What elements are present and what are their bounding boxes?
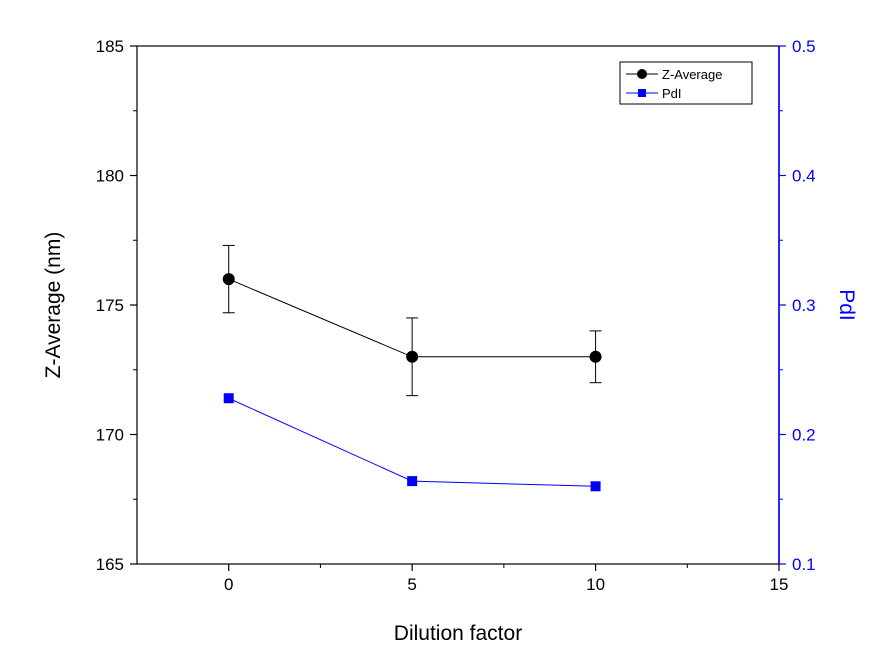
y2-tick-label: 0.2	[792, 426, 816, 445]
y-tick-label: 185	[96, 37, 124, 56]
y2-tick-label: 0.4	[792, 167, 816, 186]
data-point	[590, 481, 601, 492]
legend-label: Z-Average	[662, 67, 722, 82]
x-axis-title: Dilution factor	[394, 622, 522, 645]
x-tick-label: 0	[224, 575, 233, 594]
x-tick-label: 5	[407, 575, 416, 594]
data-point	[406, 350, 419, 363]
data-point	[589, 350, 602, 363]
data-point	[407, 476, 418, 487]
y-tick-label: 170	[96, 426, 124, 445]
plot-area-frame	[136, 45, 780, 565]
y-axis-title: Z-Average (nm)	[42, 232, 65, 379]
data-point	[222, 273, 235, 286]
y-tick-label: 165	[96, 555, 124, 574]
series-line-pdi	[228, 397, 596, 487]
legend-marker	[638, 89, 646, 97]
y2-tick-label: 0.5	[792, 37, 816, 56]
legend: Z-Average PdI	[619, 61, 753, 105]
legend-label: PdI	[662, 86, 682, 101]
y2-axis-title: PdI	[835, 289, 858, 321]
data-point	[223, 393, 234, 404]
x-tick-label: 10	[586, 575, 605, 594]
y2-tick-label: 0.1	[792, 555, 816, 574]
y2-tick-label: 0.3	[792, 296, 816, 315]
legend-marker	[637, 69, 647, 79]
x-tick-label: 15	[770, 575, 789, 594]
y-tick-label: 175	[96, 296, 124, 315]
y-tick-label: 180	[96, 167, 124, 186]
